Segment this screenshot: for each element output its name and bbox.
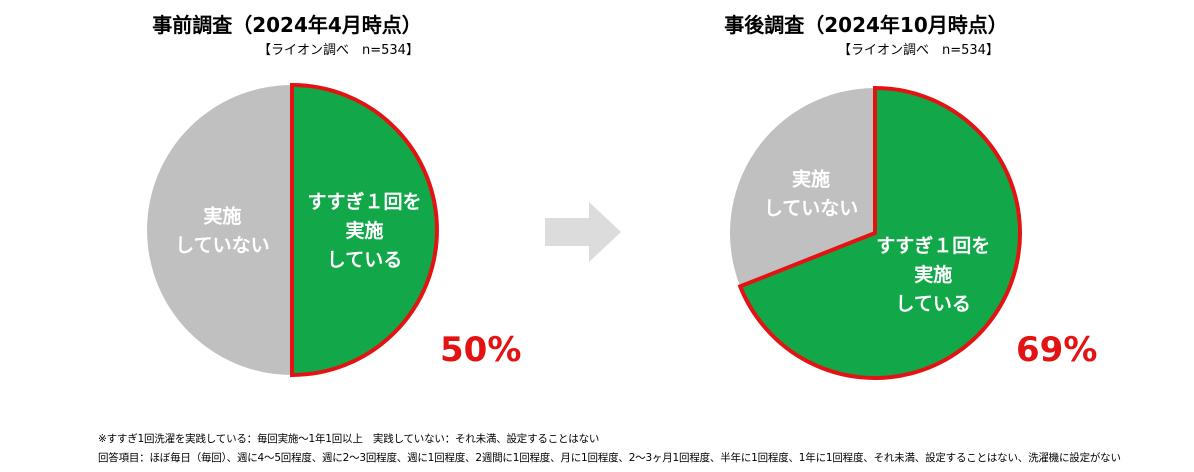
source-note-before: 【ライオン調べ n=534】 bbox=[258, 43, 419, 58]
pie-slice-not-implemented bbox=[730, 88, 875, 287]
footnote-definition: ※すすぎ1回洗濯を実践している：毎回実施～1年1回以上 実践していない：それ未満… bbox=[98, 433, 600, 445]
pie-slice-implemented bbox=[737, 85, 1022, 380]
footnote-answer-options: 回答項目：ほぼ毎日（毎回）、週に4～5回程度、週に2～3回程度、週に1回程度、2… bbox=[98, 452, 1121, 464]
slice-label-implemented: すすぎ１回を実施している bbox=[876, 234, 990, 315]
highlight-percent-before: 50% bbox=[440, 330, 522, 370]
chart-title-after: 事後調査（2024年10月時点） bbox=[724, 13, 1008, 37]
highlight-percent-after: 69% bbox=[1016, 330, 1098, 370]
chart-title-before: 事前調査（2024年4月時点） bbox=[152, 13, 422, 37]
slice-label-implemented: すすぎ１回を実施している bbox=[307, 190, 421, 271]
source-note-after: 【ライオン調べ n=534】 bbox=[838, 43, 999, 58]
slice-label-not-implemented: 実施していない bbox=[175, 205, 269, 257]
slice-label-not-implemented: 実施していない bbox=[764, 168, 858, 220]
pie-slice-implemented bbox=[290, 82, 439, 378]
pie-slice-not-implemented bbox=[147, 85, 292, 375]
right-arrow-icon bbox=[545, 202, 621, 262]
